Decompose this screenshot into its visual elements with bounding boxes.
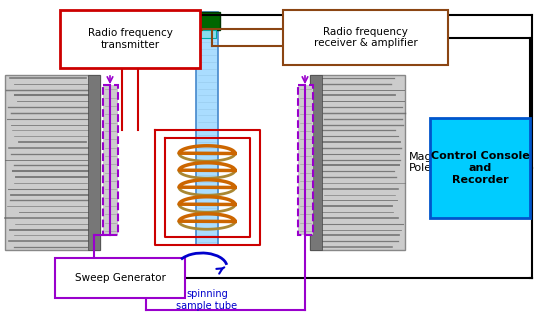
Text: Sweep Generator: Sweep Generator <box>75 273 165 283</box>
Bar <box>297 85 313 235</box>
Bar <box>430 118 530 218</box>
Text: Magnet
Pole: Magnet Pole <box>0 152 1 173</box>
Bar <box>60 10 200 68</box>
Text: spinning
sample tube: spinning sample tube <box>177 289 237 311</box>
Bar <box>88 75 100 250</box>
Text: Magnet
Pole: Magnet Pole <box>409 152 451 173</box>
Bar <box>310 75 405 250</box>
Bar <box>55 258 185 298</box>
Bar <box>194 12 220 30</box>
Bar <box>5 75 100 250</box>
Text: Control Console
and
Recorder: Control Console and Recorder <box>431 152 529 185</box>
Bar <box>283 10 448 65</box>
Bar <box>310 75 322 250</box>
Text: Sweep
Coils: Sweep Coils <box>289 35 321 57</box>
Text: Sweep
Coils: Sweep Coils <box>94 35 126 57</box>
Bar <box>103 85 118 235</box>
Text: Radio frequency
transmitter: Radio frequency transmitter <box>88 28 172 50</box>
Bar <box>196 12 218 245</box>
Text: Radio frequency
receiver & amplifier: Radio frequency receiver & amplifier <box>314 27 417 48</box>
Bar <box>198 30 216 38</box>
